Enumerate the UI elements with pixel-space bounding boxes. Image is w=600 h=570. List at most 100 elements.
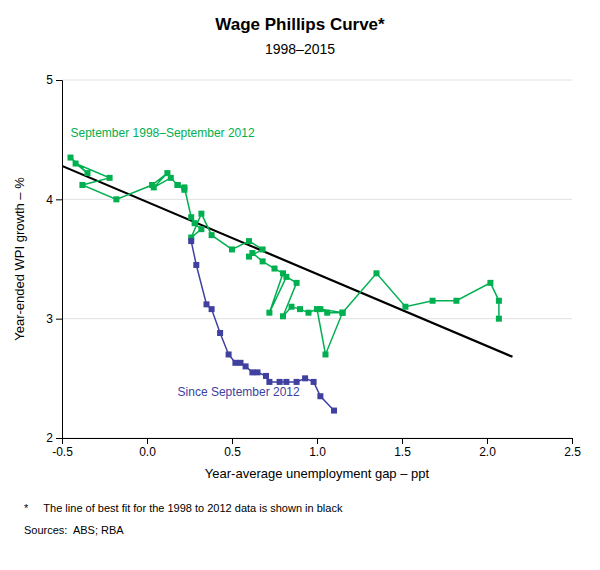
series (68, 155, 502, 358)
x-tick-label: 1.0 (309, 445, 326, 459)
y-tick: 3 (46, 312, 62, 326)
marker (229, 246, 235, 252)
x-tick: 1.0 (309, 438, 326, 459)
y-tick-mark (56, 199, 62, 200)
x-axis: -0.5 0.0 0.5 1.0 1.5 2.0 2.5 (52, 438, 581, 459)
chart: Wage Phillips Curve* 1998–2015 -0.5 0.0 0.5 1… (0, 0, 600, 570)
marker (260, 246, 266, 252)
marker (209, 306, 215, 312)
marker (260, 258, 266, 264)
marker (198, 226, 204, 232)
marker (175, 182, 181, 188)
marker (249, 250, 255, 256)
x-tick: -0.5 (52, 438, 73, 459)
marker (73, 161, 79, 167)
y-tick-label: 5 (46, 73, 53, 87)
marker (402, 304, 408, 310)
marker (85, 170, 91, 176)
y-tick: 2 (46, 431, 62, 445)
y-tick-mark (56, 319, 62, 320)
marker (188, 238, 194, 244)
series-line (71, 158, 499, 355)
grid-line (62, 318, 572, 319)
marker (266, 310, 272, 316)
x-tick: 0.0 (139, 438, 156, 459)
marker (340, 310, 346, 316)
marker (243, 363, 249, 369)
marker (151, 184, 157, 190)
marker (226, 351, 232, 357)
grid-line (62, 80, 572, 81)
x-tick-label: 2.5 (564, 445, 581, 459)
marker (79, 182, 85, 188)
y-tick: 4 (46, 193, 62, 207)
x-tick-mark (572, 438, 573, 444)
marker (324, 310, 330, 316)
marker (317, 306, 323, 312)
marker (217, 330, 223, 336)
marker (263, 373, 269, 379)
annotations: September 1998–September 2012 Since Septe… (71, 126, 301, 399)
marker (188, 214, 194, 220)
marker (113, 196, 119, 202)
marks (62, 155, 513, 414)
marker (181, 184, 187, 190)
x-tick-label: 0.0 (139, 445, 156, 459)
y-tick-label: 2 (46, 431, 53, 445)
marker (323, 351, 329, 357)
annotation: Since September 2012 (178, 385, 300, 399)
y-axis: 2 3 4 5 (46, 73, 62, 445)
y-axis-line (56, 81, 63, 439)
marker (192, 220, 198, 226)
subtitle: 1998–2015 (265, 41, 335, 57)
x-tick: 2.0 (479, 438, 496, 459)
marker (453, 298, 459, 304)
x-tick: 0.5 (224, 438, 241, 459)
marker (246, 238, 252, 244)
marker (209, 232, 215, 238)
marker (193, 262, 199, 268)
marker (107, 175, 113, 181)
marker (496, 298, 502, 304)
x-tick-mark (147, 438, 148, 444)
marker (297, 306, 303, 312)
source: Sources: ABS; RBA (24, 524, 124, 536)
x-axis-line (63, 439, 573, 445)
title: Wage Phillips Curve* (215, 15, 385, 34)
x-tick-mark (487, 438, 488, 444)
x-tick-mark (317, 438, 318, 444)
marker (430, 298, 436, 304)
y-tick: 5 (46, 73, 62, 87)
marker (374, 270, 380, 276)
y-tick-label: 4 (46, 193, 53, 207)
marker (331, 408, 337, 414)
plot-area: -0.5 0.0 0.5 1.0 1.5 2.0 2.5 2 3 4 5 Year-average u… (12, 73, 581, 481)
y-tick-label: 3 (46, 312, 53, 326)
marker (175, 182, 181, 188)
marker (294, 280, 300, 286)
x-axis-title: Year-average unemployment gap – ppt (205, 466, 430, 481)
marker (302, 375, 308, 381)
marker (68, 155, 74, 161)
y-axis-title: Year-ended WPI growth – % (12, 177, 27, 341)
x-tick-label: -0.5 (52, 445, 73, 459)
marker (283, 274, 289, 280)
marker (272, 266, 278, 272)
annotation: September 1998–September 2012 (71, 126, 255, 140)
marker (487, 280, 493, 286)
marker (317, 393, 323, 399)
marker (306, 310, 312, 316)
y-tick-mark (56, 80, 62, 81)
x-tick-label: 1.5 (394, 445, 411, 459)
marker (340, 310, 346, 316)
marker (280, 313, 286, 319)
x-tick-label: 0.5 (224, 445, 241, 459)
marker (198, 211, 204, 217)
y-tick-mark (56, 438, 62, 439)
x-tick: 2.5 (564, 438, 581, 459)
x-tick: 1.5 (394, 438, 411, 459)
x-tick-mark (402, 438, 403, 444)
footnote: * The line of best fit for the 1998 to 2… (24, 502, 343, 514)
marker (311, 379, 317, 385)
x-tick-mark (232, 438, 233, 444)
